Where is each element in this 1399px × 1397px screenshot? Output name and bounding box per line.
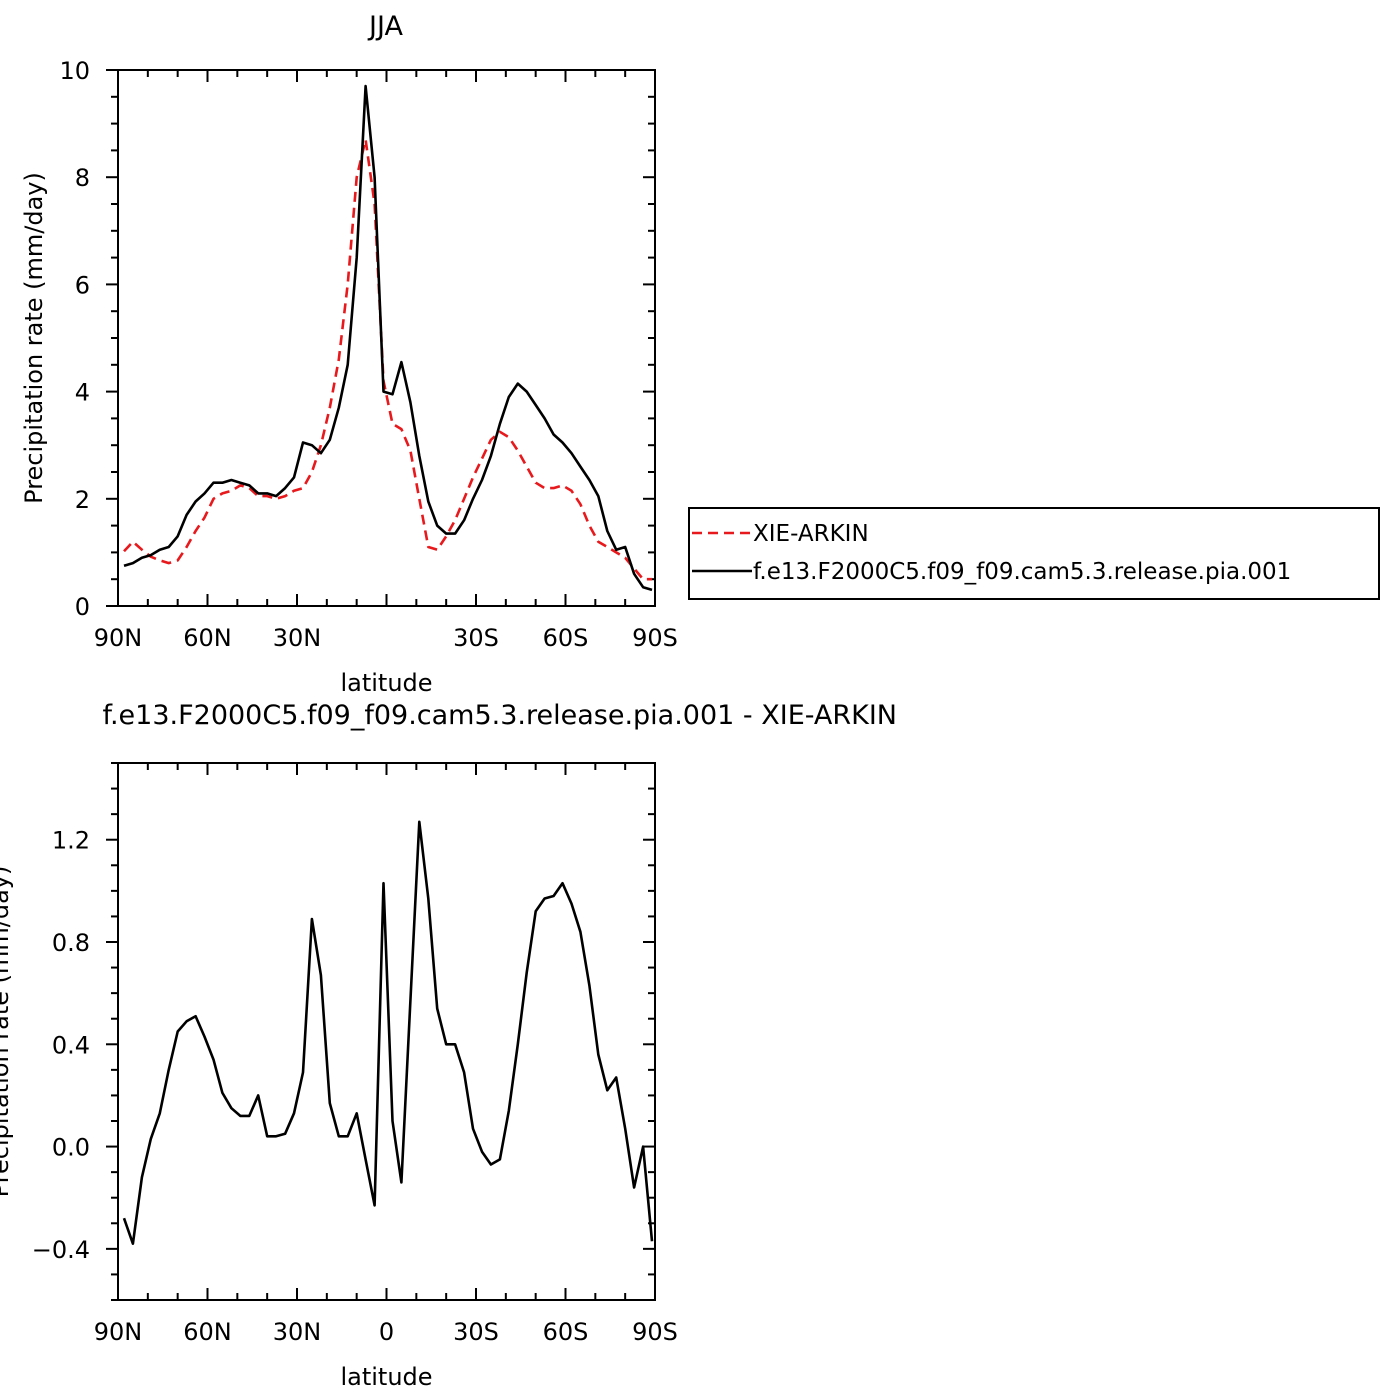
plot-frame <box>117 762 656 1301</box>
x-axis-label: latitude <box>340 669 432 697</box>
x-tick-label: 30N <box>273 1318 322 1346</box>
series-line-1 <box>123 138 652 581</box>
y-tick-label: 0.0 <box>52 1134 90 1162</box>
y-axis-label: Precipitation rate (mm/day) <box>0 866 14 1198</box>
chart-title: JJA <box>367 11 403 42</box>
x-tick-label: 60S <box>543 1318 589 1346</box>
chart-legend: XIE-ARKIN f.e13.F2000C5.f09_f09.cam5.3.re… <box>688 507 1380 600</box>
y-tick-label: 8 <box>75 164 90 192</box>
legend-label-1: XIE-ARKIN <box>753 521 869 547</box>
y-tick-label: 2 <box>75 486 90 514</box>
y-tick-label: 0 <box>75 593 90 621</box>
legend-label-2: f.e13.F2000C5.f09_f09.cam5.3.release.pia… <box>753 559 1291 585</box>
x-tick-label: 30S <box>453 624 499 652</box>
x-tick-label: 30S <box>453 1318 499 1346</box>
x-tick-label: 90N <box>94 624 143 652</box>
x-tick-label: 90N <box>94 1318 143 1346</box>
top-chart-panel: 90N 60N 30N 30S 60S 90S 0 2 4 6 8 10 JJA latitude Prec… <box>20 11 678 697</box>
y-tick-label: 0.8 <box>52 929 90 957</box>
y-tick-label: 4 <box>75 379 90 407</box>
bottom-chart-panel: 90N 60N 30N 0 30S 60S 90S −0.4 0.0 0.4 0.8 1.2 f.e13… <box>0 700 897 1391</box>
x-tick-label: 0 <box>379 1318 394 1346</box>
y-tick-label: −0.4 <box>32 1236 90 1264</box>
x-tick-label: 90S <box>632 624 678 652</box>
y-tick-label: 0.4 <box>52 1031 90 1059</box>
y-tick-label: 1.2 <box>52 827 90 855</box>
x-tick-label: 60S <box>543 624 589 652</box>
y-axis-label: Precipitation rate (mm/day) <box>20 172 48 504</box>
x-axis-label: latitude <box>340 1363 432 1391</box>
series-line-2 <box>123 84 653 592</box>
legend-box <box>688 507 1380 600</box>
x-tick-label: 90S <box>632 1318 678 1346</box>
x-tick-label: 60N <box>183 1318 232 1346</box>
y-tick-label: 10 <box>59 57 90 85</box>
x-tick-label: 30N <box>273 624 322 652</box>
y-tick-label: 6 <box>75 271 90 299</box>
chart-title: f.e13.F2000C5.f09_f09.cam5.3.release.pia… <box>102 700 897 731</box>
x-tick-label: 60N <box>183 624 232 652</box>
series-line-1 <box>122 820 654 1245</box>
